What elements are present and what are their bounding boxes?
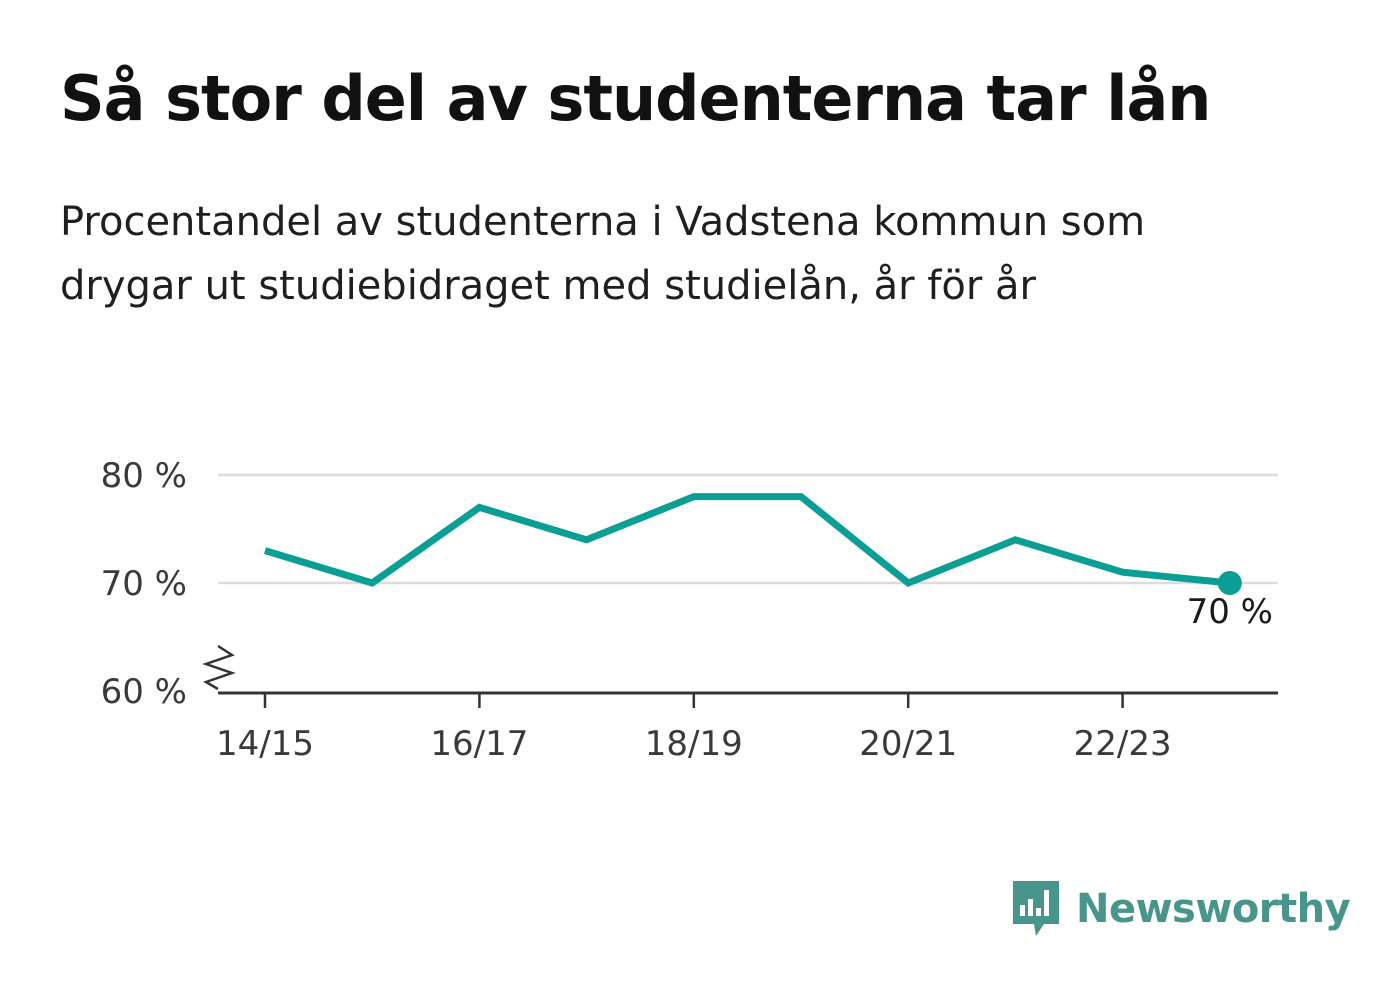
chart-subtitle: Procentandel av studenterna i Vadstena k… (60, 190, 1290, 318)
end-value-label: 70 % (1187, 592, 1273, 632)
chart-subtitle-line-1: Procentandel av studenterna i Vadstena k… (60, 199, 1146, 245)
x-axis (202, 644, 1278, 708)
newsworthy-logo-icon (1013, 881, 1059, 936)
x-axis-labels: 14/15 16/17 18/19 20/21 22/23 (216, 724, 1172, 764)
chart-subtitle-line-2: drygar ut studiebidraget med studielån, … (60, 263, 1036, 309)
x-tick-label: 14/15 (216, 724, 314, 764)
gridlines (218, 473, 1278, 585)
annotations: 70 % (1187, 592, 1273, 632)
x-tick-label: 16/17 (430, 724, 528, 764)
chart-title: Så stor del av studenterna tar lån (60, 62, 1211, 135)
x-tick-label: 22/23 (1074, 724, 1172, 764)
series-group (263, 493, 1242, 595)
y-tick-label: 80 % (101, 456, 187, 496)
x-tick-label: 18/19 (645, 724, 743, 764)
y-tick-label: 70 % (101, 564, 187, 604)
axis-break-icon (202, 644, 236, 691)
brand-logo: Newsworthy (1010, 878, 1351, 940)
x-tick-label: 20/21 (859, 724, 957, 764)
y-tick-label: 60 % (101, 672, 187, 712)
brand-name: Newsworthy (1076, 886, 1351, 932)
y-axis-labels: 60 % 70 % 80 % (101, 456, 187, 712)
series-line (263, 493, 1231, 588)
last-point-marker (1217, 571, 1242, 595)
